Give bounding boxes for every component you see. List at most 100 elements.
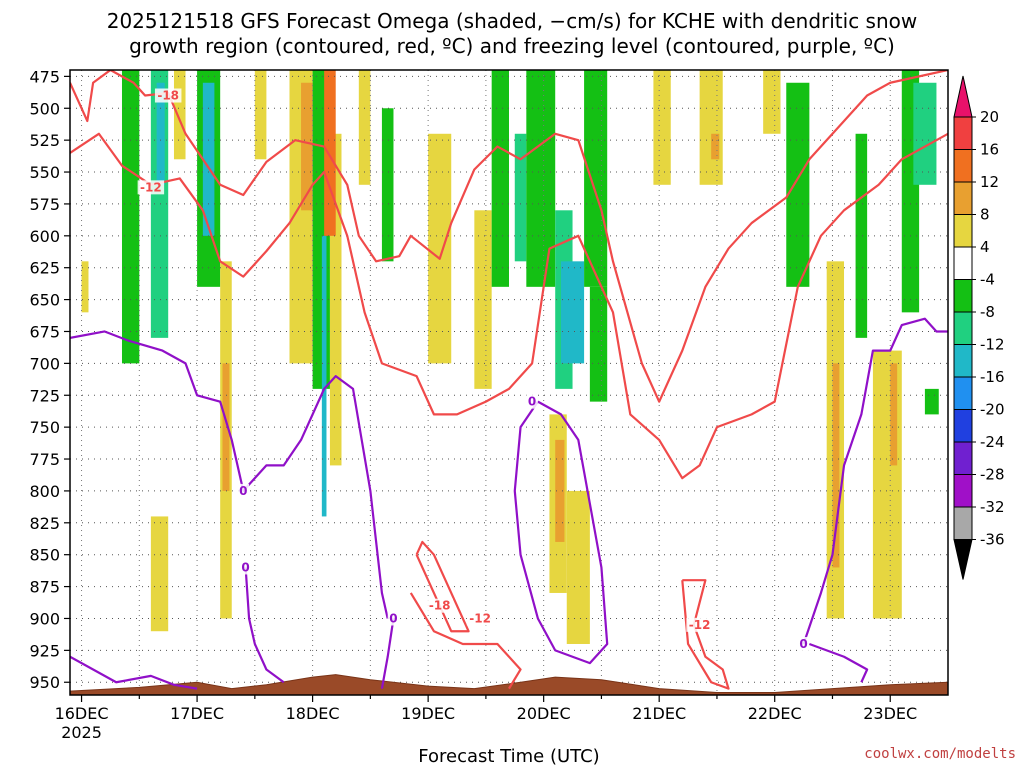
colorbar-bin-11 <box>953 441 973 475</box>
omega-cell-21 <box>491 70 509 287</box>
omega-cell-17 <box>358 70 371 185</box>
colorbar-bin-2 <box>953 149 973 183</box>
y-tick-label-725: 725 <box>29 386 60 405</box>
plot-frame <box>69 69 949 696</box>
colorbar-label-13: -36 <box>980 531 1005 549</box>
dgz-label-bg-4 <box>686 617 713 632</box>
dgz-label-2: -18 <box>429 599 451 613</box>
y-tick-label-925: 925 <box>29 641 60 660</box>
dgz-contour-0 <box>70 70 948 403</box>
colorbar-bin-13 <box>953 506 973 540</box>
gridlines <box>70 70 948 695</box>
y-tick-label-575: 575 <box>29 195 60 214</box>
omega-cell-31 <box>653 70 671 185</box>
colorbar-label-10: -24 <box>980 433 1005 451</box>
omega-cell-41 <box>872 350 902 619</box>
dgz-label-0: -18 <box>157 89 179 103</box>
omega-cell-5 <box>202 82 215 236</box>
x-tick-label-19DEC: 19DEC <box>401 704 455 723</box>
freezing-level-contour-6 <box>244 567 285 684</box>
omega-cell-20 <box>474 210 492 389</box>
omega-cell-32 <box>699 70 723 185</box>
omega-cell-23 <box>526 70 556 287</box>
colorbar-label-3: 8 <box>980 206 990 224</box>
omega-cell-30 <box>566 490 590 644</box>
colorbar: 20 16 12 8 4 -4 -8 -12 -16 -20 -24 -28 -32 -36 <box>953 75 1005 580</box>
freezing-level-contour-8 <box>513 400 609 665</box>
freezing-level-contour-10 <box>808 642 869 683</box>
x-tick-label-16DEC: 16DEC <box>55 704 109 723</box>
terrain <box>70 674 948 695</box>
colorbar-top-arrow <box>953 75 973 118</box>
dgz-label-1: -12 <box>140 180 162 194</box>
freezing-level-label-8: 0 <box>528 395 536 409</box>
colorbar-label-7: -12 <box>980 336 1005 354</box>
y-tick-label-625: 625 <box>29 259 60 278</box>
x-tick-label-20DEC: 20DEC <box>517 704 571 723</box>
omega-cell-3 <box>156 82 165 185</box>
colorbar-label-9: -20 <box>980 401 1005 419</box>
freezing-level-label-bg-5 <box>237 483 250 498</box>
colorbar-label-0: 20 <box>980 108 999 126</box>
omega-cell-29 <box>589 286 608 402</box>
omega-cell-12 <box>301 82 313 211</box>
y-tick-label-550: 550 <box>29 163 60 182</box>
y-tick-label-875: 875 <box>29 578 60 597</box>
colorbar-bin-7 <box>953 311 973 345</box>
colorbar-label-11: -28 <box>980 466 1005 484</box>
omega-cell-22 <box>514 133 527 262</box>
dgz-contour-2 <box>415 540 470 633</box>
freezing-level-contour-9 <box>802 317 948 645</box>
omega-cell-10 <box>254 70 267 160</box>
freezing-level-label-bg-8 <box>526 394 538 409</box>
x-tick-label-21DEC: 21DEC <box>632 704 686 723</box>
x-tick-label-17DEC: 17DEC <box>170 704 224 723</box>
omega-cell-9 <box>173 70 186 160</box>
terrain-fill <box>70 674 948 695</box>
colorbar-label-1: 16 <box>980 141 999 159</box>
dgz-label-4: -12 <box>689 618 711 632</box>
credit-text: coolwx.com/modelts <box>864 746 1016 762</box>
colorbar-label-5: -4 <box>980 271 995 289</box>
omega-cell-43 <box>924 388 939 415</box>
omega-cell-28 <box>584 70 608 287</box>
colorbar-label-12: -32 <box>980 498 1005 516</box>
y-tick-label-800: 800 <box>29 482 60 501</box>
title-line-1: 2025121518 GFS Forecast Omega (shaded, −… <box>107 9 918 33</box>
dgz-label-bg-1 <box>137 180 165 195</box>
x-tick-label-23DEC: 23DEC <box>863 704 917 723</box>
omega-cell-19 <box>428 133 452 364</box>
y-tick-label-750: 750 <box>29 418 60 437</box>
colorbar-label-8: -16 <box>980 368 1005 386</box>
omega-cell-38 <box>855 133 868 338</box>
y-axis: 475 500 525 550 575 600 625 650 675 700 725 750 775 8… <box>29 67 70 692</box>
freezing-level-label-6: 0 <box>241 560 249 574</box>
x-tick-year-label: 2025 <box>61 723 102 742</box>
y-tick-label-825: 825 <box>29 514 60 533</box>
x-tick-label-22DEC: 22DEC <box>748 704 802 723</box>
colorbar-bin-6 <box>953 279 973 313</box>
y-tick-label-700: 700 <box>29 354 60 373</box>
y-tick-label-950: 950 <box>29 673 60 692</box>
omega-cell-25 <box>560 261 585 364</box>
freezing-level-label-bg-6 <box>239 560 252 575</box>
colorbar-bin-4 <box>953 214 973 248</box>
plot-area: -18 -12 -18 -12 -12 0 0 0 0 0 <box>69 69 949 696</box>
freezing-level-label-7: 0 <box>389 611 397 625</box>
omega-shading <box>81 70 939 644</box>
freezing-level-contour-11 <box>70 655 198 690</box>
y-tick-label-600: 600 <box>29 227 60 246</box>
freezing-level-contour-5 <box>70 330 389 619</box>
x-tick-label-18DEC: 18DEC <box>286 704 340 723</box>
x-axis-title: Forecast Time (UTC) <box>418 746 599 767</box>
colorbar-bin-5 <box>953 246 973 280</box>
omega-cell-37 <box>832 363 840 568</box>
dgz-label-bg-3 <box>466 611 494 626</box>
dgz-contour-4 <box>681 579 730 690</box>
y-tick-label-475: 475 <box>29 67 60 86</box>
y-tick-label-650: 650 <box>29 291 60 310</box>
colorbar-bin-12 <box>953 474 973 508</box>
omega-cell-14 <box>321 235 327 517</box>
